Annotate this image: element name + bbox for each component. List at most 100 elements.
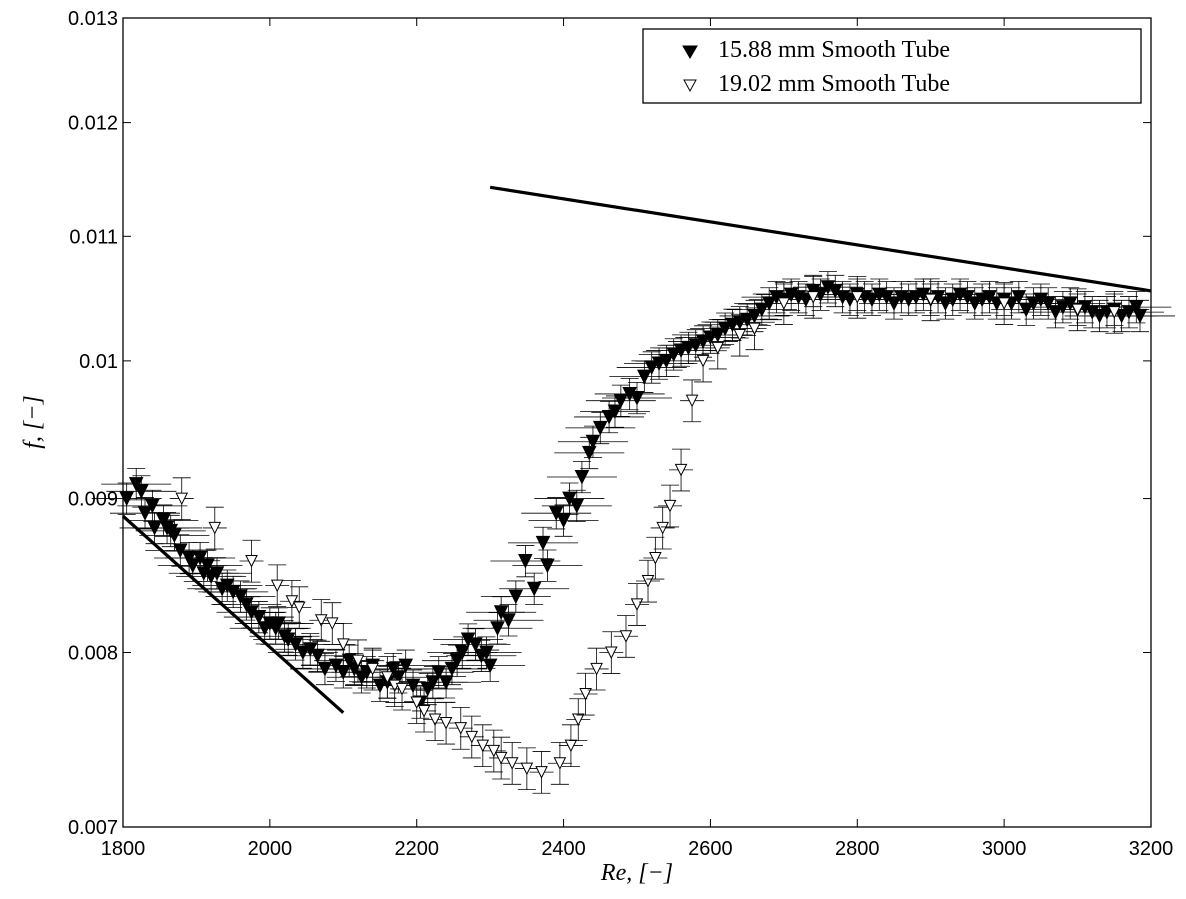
data-point-filled-triangle bbox=[508, 589, 524, 605]
x-tick-label: 2200 bbox=[394, 838, 439, 860]
data-point-filled-triangle bbox=[562, 491, 577, 507]
data-point-filled-triangle bbox=[134, 484, 149, 499]
data-point-open-triangle bbox=[733, 328, 747, 342]
data-point-open-triangle bbox=[696, 354, 710, 368]
data-point-open-triangle bbox=[366, 662, 379, 676]
x-tick-label: 3200 bbox=[1129, 838, 1174, 860]
data-point-filled-triangle bbox=[574, 469, 590, 485]
data-point-open-triangle bbox=[590, 662, 603, 676]
data-point-filled-triangle bbox=[629, 390, 645, 406]
data-point-filled-triangle bbox=[239, 597, 254, 613]
data-point-open-triangle bbox=[685, 394, 699, 408]
data-point-open-triangle bbox=[417, 704, 431, 718]
data-point-filled-triangle bbox=[398, 658, 414, 674]
data-point-open-triangle bbox=[395, 682, 409, 696]
x-tick-label: 2400 bbox=[541, 838, 586, 860]
y-tick-label: 0.008 bbox=[68, 642, 118, 664]
x-tick-label: 1800 bbox=[101, 838, 146, 860]
legend-marker-filled-triangle bbox=[682, 45, 698, 59]
data-point-filled-triangle bbox=[137, 506, 153, 521]
data-point-open-triangle bbox=[465, 730, 479, 744]
legend: 15.88 mm Smooth Tube 19.02 mm Smooth Tub… bbox=[642, 28, 1142, 104]
plot-frame bbox=[122, 17, 1152, 828]
data-point-filled-triangle bbox=[581, 445, 597, 461]
data-point-open-triangle bbox=[630, 598, 644, 612]
data-point-open-triangle bbox=[505, 757, 519, 770]
data-point-open-triangle bbox=[604, 646, 618, 660]
data-point-open-triangle bbox=[285, 595, 299, 608]
data-point-filled-triangle bbox=[271, 616, 286, 632]
data-point-filled-triangle bbox=[798, 292, 814, 308]
data-point-open-triangle bbox=[571, 713, 585, 727]
data-point-filled-triangle bbox=[637, 369, 652, 385]
data-point-filled-triangle bbox=[200, 558, 215, 574]
data-point-open-triangle bbox=[924, 293, 938, 307]
x-tick-label: 2800 bbox=[835, 838, 880, 860]
data-point-open-triangle bbox=[208, 521, 222, 535]
x-axis: 1800 2000 2200 2400 2600 2800 3000 3200 bbox=[101, 18, 1174, 860]
data-point-open-triangle bbox=[674, 463, 688, 477]
data-point-open-triangle bbox=[476, 739, 490, 753]
data-point-open-triangle bbox=[520, 762, 534, 776]
correlation-line-2 bbox=[489, 185, 1152, 293]
data-point-filled-triangle bbox=[1132, 308, 1148, 324]
data-point-open-triangle bbox=[997, 297, 1011, 310]
error-bar bbox=[573, 672, 598, 716]
data-point-filled-triangle bbox=[493, 605, 509, 620]
data-point-open-triangle bbox=[619, 630, 633, 643]
y-tick-label: 0.011 bbox=[69, 226, 118, 248]
data-point-open-triangle bbox=[748, 322, 761, 336]
y-axis-title: f, [−] bbox=[20, 395, 46, 449]
y-tick-label: 0.007 bbox=[68, 817, 118, 839]
legend-box bbox=[642, 28, 1142, 104]
y-axis: 0.007 0.008 0.009 0.01 0.011 0.012 0.013 bbox=[68, 8, 1151, 839]
data-point-open-triangle bbox=[579, 687, 592, 701]
data-point-filled-triangle bbox=[172, 543, 188, 559]
data-point-open-triangle bbox=[711, 341, 725, 355]
data-point-filled-triangle bbox=[535, 535, 551, 551]
error-bar bbox=[448, 707, 473, 750]
data-point-filled-triangle bbox=[592, 420, 608, 436]
data-point-filled-triangle bbox=[518, 554, 533, 569]
data-point-open-triangle bbox=[270, 579, 284, 593]
correlation-line-1 bbox=[121, 514, 345, 714]
y-tick-label: 0.012 bbox=[68, 113, 118, 135]
data-point-filled-triangle bbox=[540, 558, 555, 574]
legend-label-series-2: 19.02 mm Smooth Tube bbox=[718, 71, 950, 97]
data-point-filled-triangle bbox=[548, 506, 564, 521]
data-point-filled-triangle bbox=[449, 653, 465, 669]
x-axis-title: Re, [−] bbox=[600, 860, 673, 886]
data-point-open-triangle bbox=[494, 751, 508, 765]
data-point-open-triangle bbox=[553, 757, 567, 770]
x-tick-label: 3000 bbox=[982, 838, 1027, 860]
data-point-filled-triangle bbox=[569, 498, 585, 514]
legend-marker-open-triangle bbox=[683, 79, 697, 93]
x-tick-label: 2000 bbox=[248, 838, 293, 860]
data-point-filled-triangle bbox=[526, 581, 542, 597]
data-point-filled-triangle bbox=[145, 498, 160, 514]
data-point-filled-triangle bbox=[479, 645, 494, 661]
data-point-filled-triangle bbox=[438, 675, 454, 690]
data-point-open-triangle bbox=[564, 739, 578, 753]
data-point-open-triangle bbox=[656, 521, 670, 535]
data-point-filled-triangle bbox=[128, 477, 144, 492]
data-point-filled-triangle bbox=[167, 528, 182, 544]
data-point-open-triangle bbox=[428, 713, 442, 727]
data-point-open-triangle bbox=[292, 601, 306, 615]
data-point-open-triangle bbox=[439, 716, 453, 730]
data-point-open-triangle bbox=[535, 766, 548, 779]
data-point-open-triangle bbox=[454, 722, 468, 735]
data-point-filled-triangle bbox=[501, 613, 516, 628]
series-2-points bbox=[169, 275, 1127, 794]
data-point-open-triangle bbox=[245, 555, 258, 568]
plot-area bbox=[91, 185, 1175, 794]
y-tick-label: 0.013 bbox=[68, 8, 118, 30]
data-point-open-triangle bbox=[1071, 303, 1084, 317]
data-point-open-triangle bbox=[777, 297, 791, 310]
data-point-filled-triangle bbox=[310, 648, 325, 664]
data-point-open-triangle bbox=[410, 696, 424, 710]
data-point-open-triangle bbox=[649, 551, 662, 565]
data-point-open-triangle bbox=[175, 492, 189, 506]
data-point-open-triangle bbox=[641, 574, 655, 588]
